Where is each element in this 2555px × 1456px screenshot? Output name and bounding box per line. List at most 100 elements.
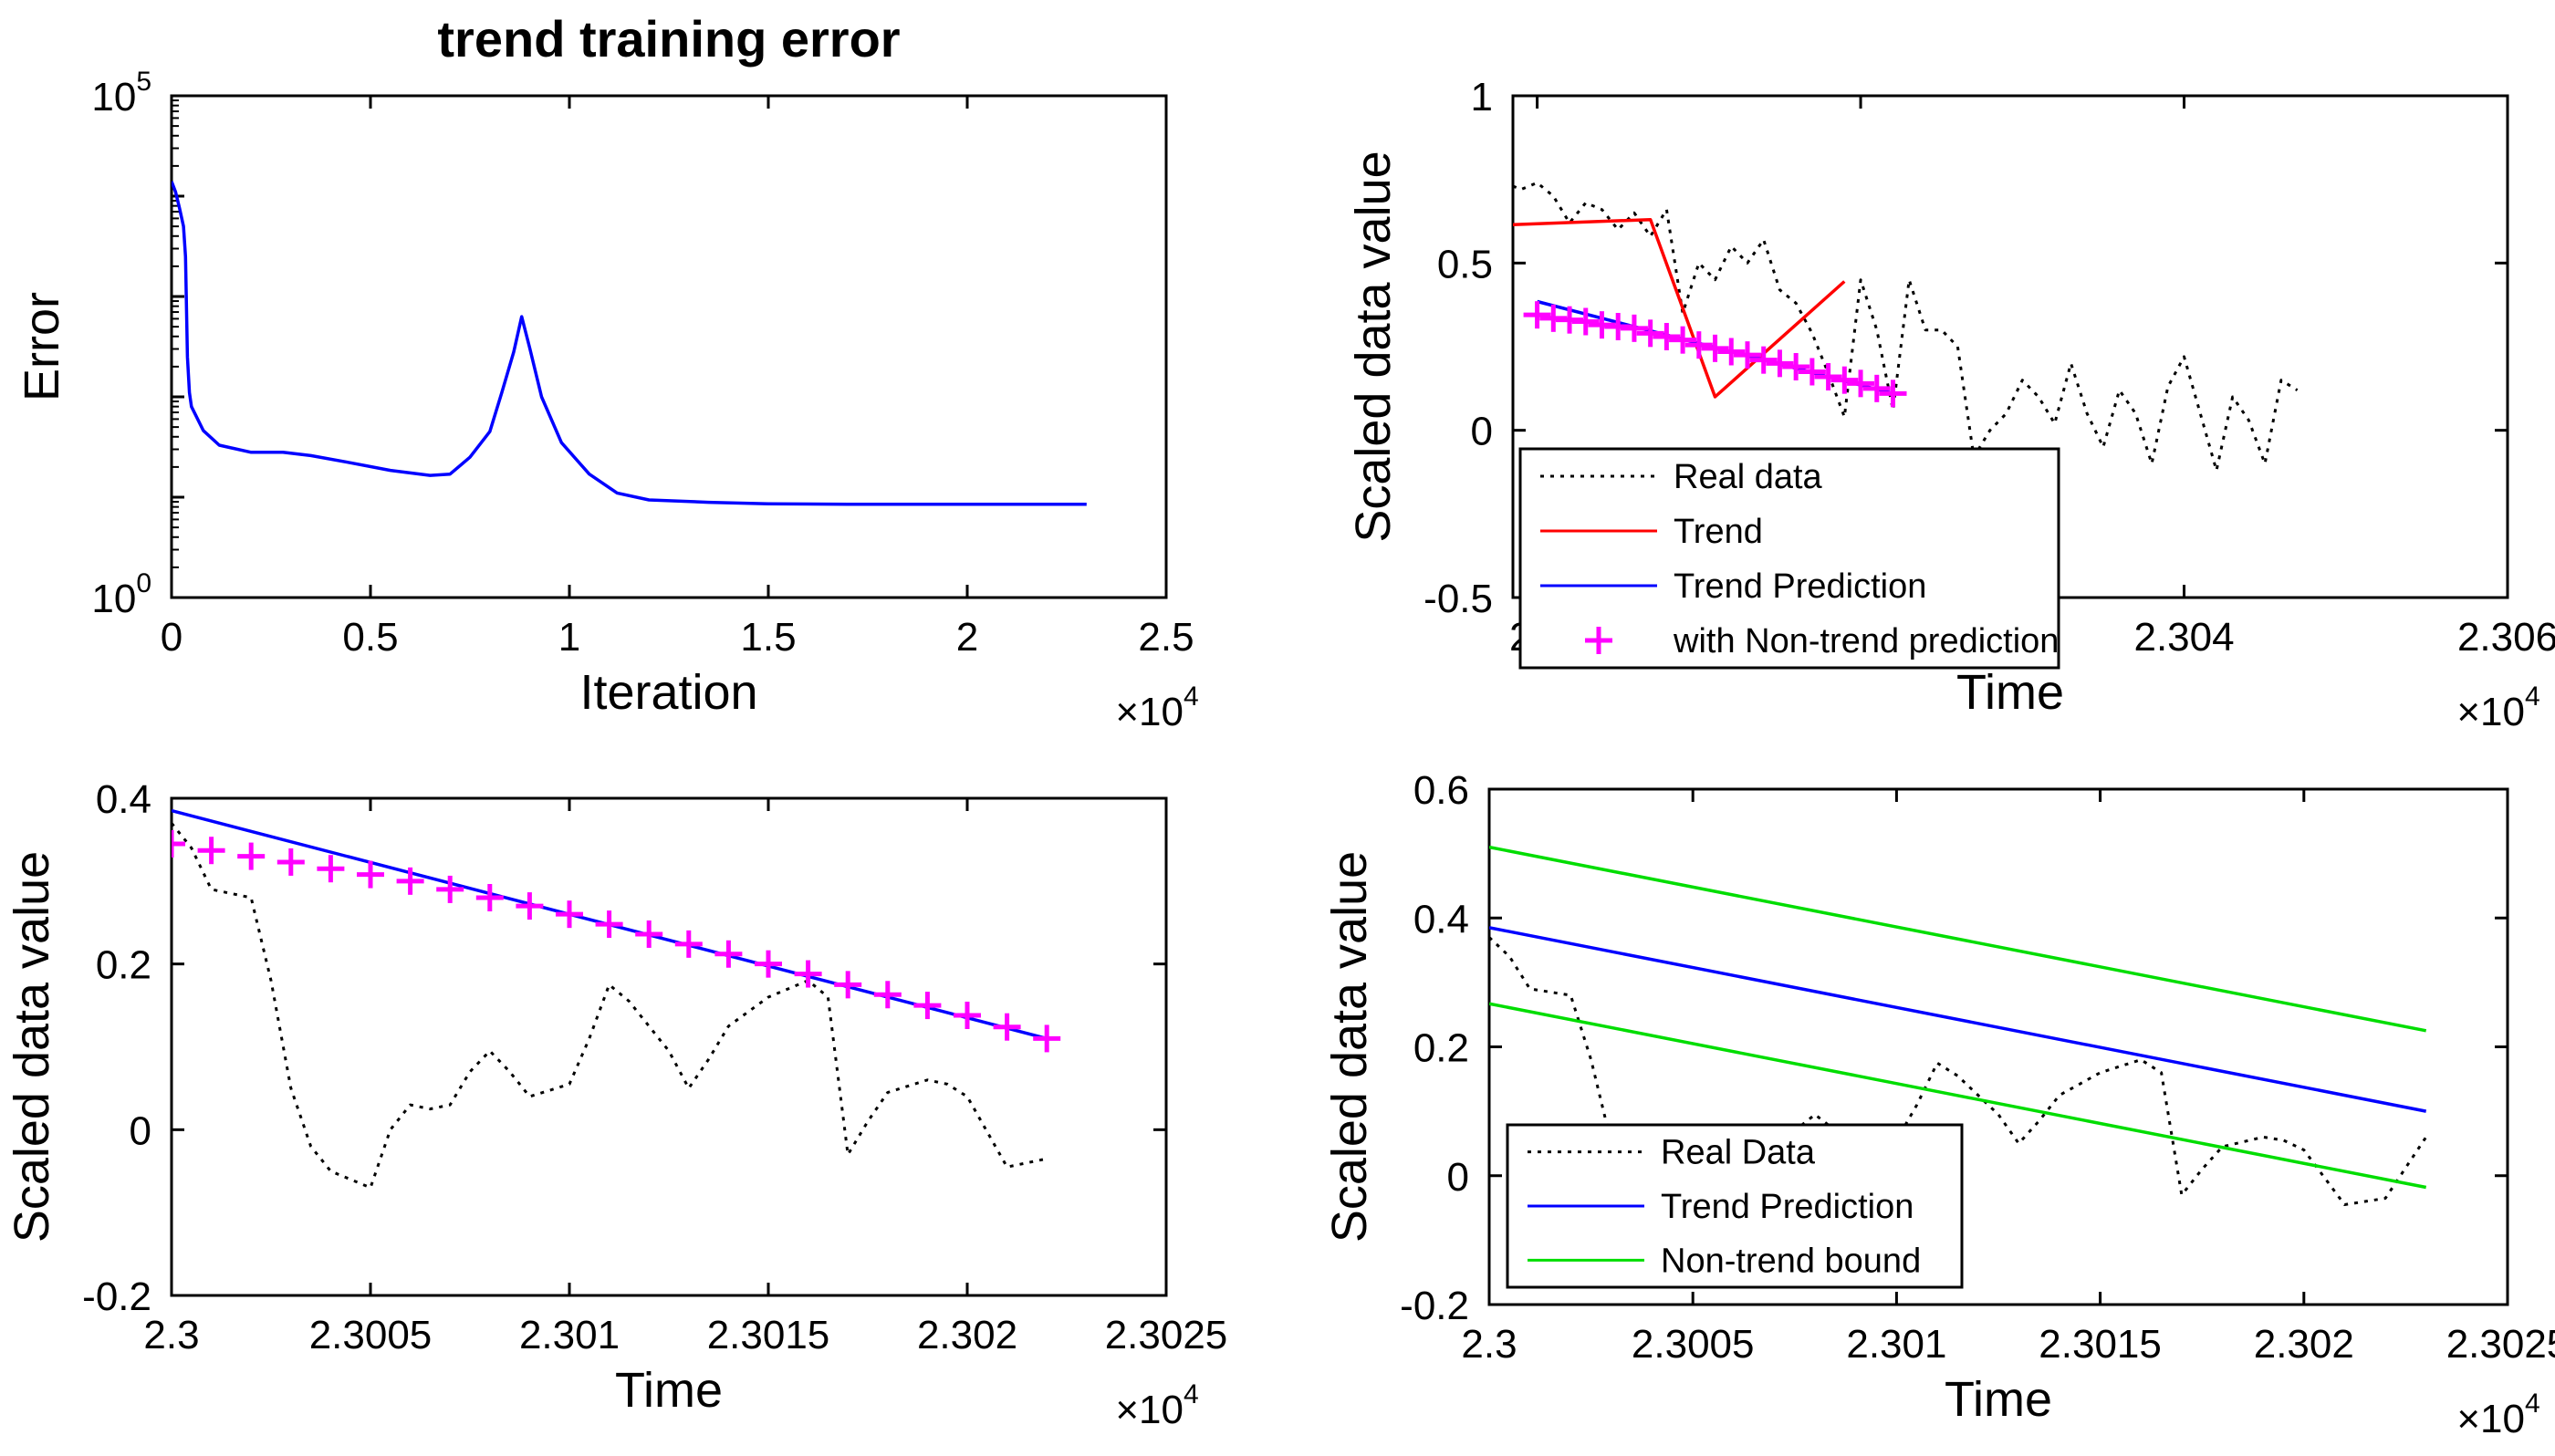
plot-area (172, 181, 1087, 506)
series-line-s0 (172, 181, 1087, 506)
x-tick-label: 2.3 (1461, 1322, 1517, 1367)
x-tick-label: 2.5 (1138, 615, 1194, 660)
x-exponent-label: ×104 (2456, 681, 2539, 734)
x-tick-label: 2.3 (143, 1313, 199, 1357)
marker-plus (1766, 349, 1794, 378)
plot-area (1513, 181, 2299, 473)
legend-label: Trend Prediction (1674, 567, 1926, 606)
marker-plus (1814, 363, 1842, 390)
legend: Real data Trend Trend Prediction with Non-t… (1518, 447, 2060, 670)
legend-item: Trend (1540, 513, 1763, 551)
axes-box (170, 94, 1168, 599)
y-tick-label: 0.4 (1413, 897, 1469, 941)
series-line-pred (1489, 926, 2427, 1113)
marker-plus (1653, 323, 1681, 350)
x-tick-label: 2.304 (2133, 615, 2234, 660)
x-axis-label: Iteration (579, 665, 757, 720)
legend-item: with Non-trend prediction (1585, 622, 2059, 660)
marker-plus (595, 910, 623, 939)
y-tick-label: 0.6 (1413, 768, 1469, 813)
marker-plus (1830, 366, 1859, 394)
marker-plus (1523, 301, 1551, 329)
panel-training-error: 0 0.5 1 1.5 2 2.5 100 105 ×104 Iteration Error tren… (15, 10, 1199, 734)
x-tick-label: 0 (161, 615, 182, 660)
x-axis-label: Time (1945, 1372, 2052, 1427)
x-tick-label: 2.301 (1846, 1322, 1946, 1367)
panel-trend-overview: 2.32.3022.3042.306-0.500.51×104TimeScale… (1346, 75, 2555, 734)
marker-plus (1782, 353, 1810, 380)
marker-plus (436, 875, 464, 903)
marker-plus (1033, 1024, 1061, 1053)
marker-plus (1701, 334, 1729, 362)
x-tick-label: 2.302 (2254, 1322, 2354, 1367)
marker-plus (1717, 338, 1746, 366)
marker-plus (993, 1013, 1021, 1041)
x-exponent-label: ×104 (2456, 1388, 2539, 1441)
marker-plus (317, 855, 345, 883)
marker-plus (674, 930, 703, 958)
marker-plus (794, 960, 822, 988)
marker-plus (1669, 326, 1697, 354)
marker-plus (396, 867, 424, 895)
x-tick-label: 2.3015 (707, 1313, 830, 1357)
legend-box (1518, 447, 2060, 670)
legend-label: Trend (1674, 513, 1763, 551)
y-tick-label: 1 (1471, 75, 1493, 120)
axes-box (170, 796, 1168, 1297)
x-tick-label: 2.302 (917, 1313, 1017, 1357)
marker-plus (475, 884, 504, 911)
y-axis-label: Scaled data value (1322, 851, 1377, 1243)
x-tick-label: 1.5 (740, 615, 796, 660)
y-axis-label: Scaled data value (5, 851, 59, 1243)
marker-plus (1571, 307, 1600, 336)
marker-plus (1636, 319, 1664, 348)
legend-label: Real Data (1661, 1134, 1816, 1172)
marker-plus (1862, 374, 1891, 402)
marker-plus (834, 971, 862, 999)
legend-label: Real data (1674, 458, 1823, 496)
marker-plus (197, 837, 225, 865)
plot-area (1489, 845, 2427, 1222)
marker-plus (276, 848, 305, 876)
y-tick-label: 0.4 (96, 777, 151, 822)
x-axis-label: Time (615, 1363, 723, 1418)
x-axis-label: Time (1956, 665, 2064, 720)
marker-plus (237, 842, 266, 870)
series-line-upper (1489, 845, 2427, 1033)
series-line-real (1513, 181, 2299, 473)
x-tick-label: 2.3025 (2446, 1322, 2555, 1367)
marker-plus (172, 829, 185, 858)
marker-plus (357, 860, 384, 889)
chart-title: trend training error (437, 10, 900, 68)
y-tick-label: 105 (91, 67, 151, 120)
legend-item: Real Data (1528, 1134, 1816, 1172)
y-tick-label: -0.2 (82, 1274, 151, 1319)
marker-plus (1620, 314, 1648, 342)
x-tick-label: 2.301 (519, 1313, 620, 1357)
series-line-real (1489, 936, 2427, 1222)
x-tick-label: 2.3005 (309, 1313, 433, 1357)
y-tick-label: 0 (1447, 1155, 1469, 1200)
marker-plus (635, 920, 663, 948)
legend-item: Trend Prediction (1540, 567, 1926, 606)
legend-item: Trend Prediction (1528, 1188, 1914, 1226)
y-axis-label: Scaled data value (1346, 151, 1401, 542)
legend-label: with Non-trend prediction (1673, 622, 2059, 660)
y-tick-label: -0.5 (1424, 577, 1493, 621)
marker-plus (755, 950, 782, 978)
x-exponent-label: ×104 (1115, 1379, 1198, 1432)
x-tick-label: 2 (956, 615, 978, 660)
y-tick-label: 0.2 (1413, 1026, 1469, 1071)
y-tick-label: -0.2 (1400, 1284, 1469, 1328)
marker-plus (1733, 341, 1761, 369)
marker-plus (1684, 331, 1713, 359)
x-tick-label: 2.3005 (1632, 1322, 1755, 1367)
y-tick-label: 0 (1471, 410, 1493, 454)
x-tick-label: 0.5 (342, 615, 398, 660)
marker-plus (913, 992, 942, 1020)
marker-plus (1798, 358, 1826, 386)
x-tick-label: 2.306 (2457, 615, 2555, 660)
marker-plus (954, 1001, 981, 1029)
marker-plus (714, 940, 743, 968)
